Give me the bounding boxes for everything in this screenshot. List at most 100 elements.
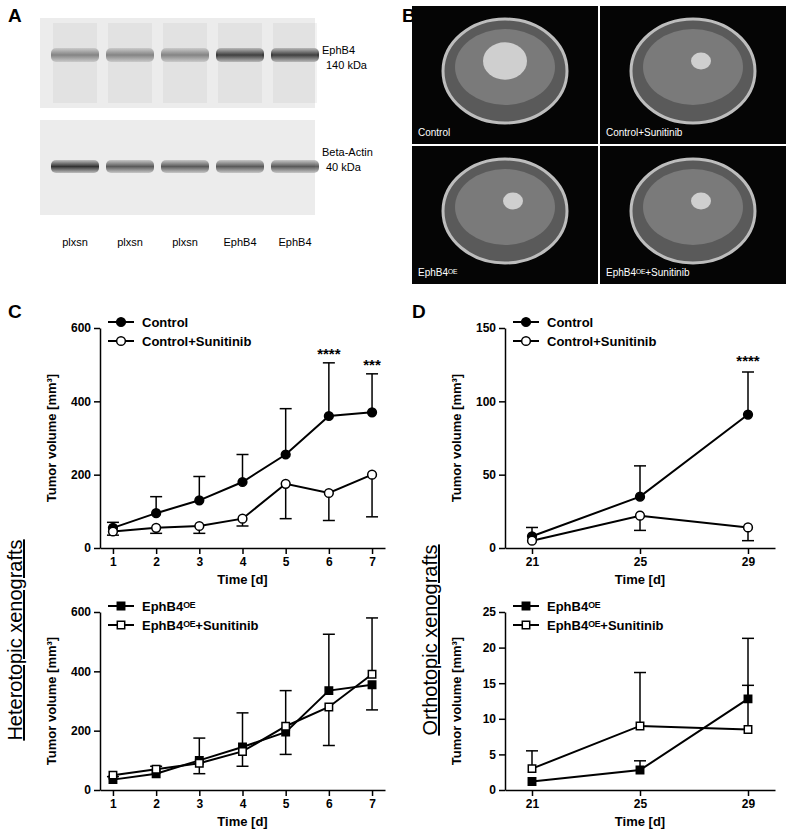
- x-tick: 1: [110, 548, 117, 569]
- y-tick-mark: [94, 328, 100, 330]
- x-tick: 29: [742, 548, 756, 569]
- error-bar-cap: [237, 525, 249, 527]
- mri-label: EphB4ᴼᴱ: [418, 267, 457, 278]
- y-tick: 50: [483, 468, 505, 482]
- error-bar-stem: [328, 363, 330, 416]
- significance-label: ***: [363, 356, 381, 373]
- y-axis-title: Tumor volume [mm³]: [449, 374, 464, 502]
- x-tick-label: 6: [326, 797, 333, 811]
- x-tick-label: 3: [196, 555, 203, 569]
- blot-smear: [218, 23, 262, 103]
- series-line: [113, 475, 372, 532]
- mri-skull: [631, 19, 755, 123]
- y-tick: 400: [71, 665, 100, 679]
- legend-label: Control+Sunitinib: [547, 334, 656, 349]
- mri-panel: ControlControl+SunitinibEphB4ᴼᴱEphB4ᴼᴱ+S…: [412, 6, 786, 284]
- error-bar: [366, 475, 378, 517]
- error-bar-cap: [634, 672, 646, 674]
- error-bar-cap: [280, 690, 292, 692]
- data-point: [325, 703, 332, 710]
- legend-marker: [522, 337, 531, 346]
- lane-label: EphB4: [223, 236, 256, 248]
- y-axis-line: [505, 613, 507, 791]
- x-tick-mark: [285, 790, 287, 796]
- y-tick-mark: [94, 401, 100, 403]
- y-tick-mark: [499, 754, 505, 756]
- error-bar-stem: [328, 634, 330, 690]
- y-tick: 400: [71, 395, 100, 409]
- legend: EphB4ᴼᴱEphB4ᴼᴱ+Sunitinib: [513, 599, 664, 633]
- data-point: [239, 748, 246, 755]
- panel-label: A: [8, 5, 22, 26]
- lane-label: EphB4: [278, 236, 311, 248]
- y-tick-label: 0: [84, 783, 91, 797]
- mri-tumor: [503, 193, 523, 210]
- y-tick: 0: [489, 541, 505, 555]
- data-point: [744, 410, 753, 419]
- x-tick-label: 29: [742, 555, 756, 569]
- y-tick-label: 0: [489, 541, 496, 555]
- data-point: [325, 687, 332, 694]
- mri-skull: [631, 159, 755, 263]
- x-tick-label: 25: [634, 555, 648, 569]
- error-bar: [280, 484, 292, 519]
- error-bar-cap: [193, 476, 205, 478]
- x-tick-mark: [199, 790, 201, 796]
- x-tick: 25: [634, 548, 648, 569]
- x-tick-label: 29: [742, 797, 756, 811]
- error-bar-cap: [742, 638, 754, 640]
- error-bar: [366, 374, 378, 413]
- x-axis: 212529: [506, 548, 776, 569]
- error-bar-cap: [323, 362, 335, 364]
- panel-label: D: [412, 301, 426, 322]
- error-bar-stem: [371, 618, 373, 674]
- legend-marker: [522, 318, 531, 327]
- error-bar-stem: [285, 691, 287, 727]
- plot-area: [107, 618, 378, 783]
- error-bar-cap: [193, 773, 205, 775]
- error-bar: [323, 634, 335, 690]
- blot-band: [216, 160, 264, 173]
- y-tick-mark: [499, 647, 505, 649]
- data-point: [744, 695, 751, 702]
- data-point: [368, 681, 375, 688]
- band-label: EphB4: [322, 44, 355, 56]
- x-tick-label: 6: [326, 555, 333, 569]
- lane-label: plxsn: [117, 236, 143, 248]
- error-bar-cap: [280, 754, 292, 756]
- mri-image: [600, 6, 786, 144]
- error-bar-cap: [280, 408, 292, 410]
- plot-area: [526, 638, 754, 785]
- data-point: [324, 489, 333, 498]
- data-point: [744, 523, 753, 532]
- y-axis-title: Tumor volume [mm³]: [449, 637, 464, 765]
- data-point: [109, 527, 118, 536]
- x-tick-mark: [285, 548, 287, 554]
- side-label: Heterotopic xenografts: [4, 539, 26, 740]
- x-tick: 5: [283, 790, 290, 811]
- x-tick-label: 2: [153, 797, 160, 811]
- x-tick-mark: [640, 790, 642, 796]
- series-line: [113, 412, 372, 528]
- y-tick-mark: [499, 401, 505, 403]
- x-tick: 1: [110, 790, 117, 811]
- y-axis-title: Tumor volume [mm³]: [44, 637, 59, 765]
- y-tick: 0: [84, 541, 100, 555]
- blot-smear: [108, 23, 152, 103]
- error-bar-stem: [639, 673, 641, 726]
- y-tick-mark: [499, 719, 505, 721]
- error-bar-cap: [366, 617, 378, 619]
- data-point: [324, 412, 333, 421]
- x-tick-mark: [748, 548, 750, 554]
- error-bar-stem: [285, 484, 287, 519]
- data-point: [368, 408, 377, 417]
- data-point: [282, 723, 289, 730]
- blot-smear: [273, 23, 317, 103]
- data-point: [195, 522, 204, 531]
- error-bar-stem: [747, 685, 749, 729]
- y-tick: 0: [84, 783, 100, 797]
- error-bar-cap: [150, 496, 162, 498]
- y-tick-mark: [94, 612, 100, 614]
- y-tick-mark: [94, 671, 100, 673]
- legend-label: Control: [547, 315, 593, 330]
